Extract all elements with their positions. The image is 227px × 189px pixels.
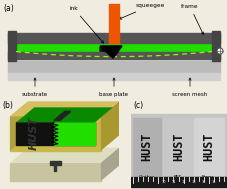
Text: base plate: base plate bbox=[99, 78, 128, 97]
Text: (c): (c) bbox=[133, 101, 143, 110]
Circle shape bbox=[216, 48, 222, 54]
Text: HUST: HUST bbox=[171, 132, 184, 161]
Text: 14: 14 bbox=[201, 180, 205, 184]
Bar bbox=[131, 114, 227, 177]
Bar bbox=[133, 119, 161, 175]
Bar bbox=[109, 4, 118, 43]
Bar bbox=[16, 122, 94, 145]
Bar bbox=[8, 61, 219, 74]
Text: 11: 11 bbox=[170, 180, 175, 184]
Text: 13: 13 bbox=[191, 180, 195, 184]
Bar bbox=[193, 119, 223, 175]
Text: Clothes: Clothes bbox=[138, 175, 155, 179]
Polygon shape bbox=[16, 107, 112, 122]
Polygon shape bbox=[10, 148, 118, 163]
Bar bbox=[54, 165, 56, 171]
Bar bbox=[8, 33, 219, 43]
Text: substrate: substrate bbox=[22, 78, 48, 97]
Text: PET: PET bbox=[173, 175, 181, 179]
Text: HUST: HUST bbox=[28, 117, 38, 150]
Polygon shape bbox=[10, 101, 28, 151]
Text: HUST: HUST bbox=[201, 132, 214, 161]
Bar bbox=[10, 116, 100, 151]
Text: 10: 10 bbox=[160, 180, 165, 184]
Bar bbox=[131, 177, 227, 187]
Polygon shape bbox=[100, 47, 111, 52]
Text: ink: ink bbox=[69, 6, 103, 43]
Bar bbox=[54, 122, 94, 145]
Bar bbox=[16, 43, 211, 59]
Polygon shape bbox=[100, 101, 118, 151]
Polygon shape bbox=[10, 101, 118, 116]
Text: Paper: Paper bbox=[201, 175, 213, 179]
Polygon shape bbox=[100, 46, 121, 58]
Bar bbox=[8, 31, 16, 61]
Bar bbox=[16, 34, 211, 52]
Bar bbox=[10, 163, 100, 181]
Bar bbox=[211, 31, 219, 61]
Text: 12: 12 bbox=[180, 180, 185, 184]
Polygon shape bbox=[100, 148, 118, 181]
Polygon shape bbox=[54, 111, 71, 120]
Bar bbox=[50, 161, 60, 165]
Text: (a): (a) bbox=[3, 4, 14, 13]
Text: frame: frame bbox=[180, 4, 202, 34]
Text: HUST: HUST bbox=[140, 132, 153, 161]
Bar bbox=[8, 52, 219, 59]
Text: squeegee: squeegee bbox=[119, 3, 165, 19]
Text: 15: 15 bbox=[211, 180, 215, 184]
Bar bbox=[8, 74, 219, 80]
Bar bbox=[163, 119, 193, 175]
Text: screen mesh: screen mesh bbox=[172, 78, 207, 97]
Text: (b): (b) bbox=[2, 101, 13, 110]
